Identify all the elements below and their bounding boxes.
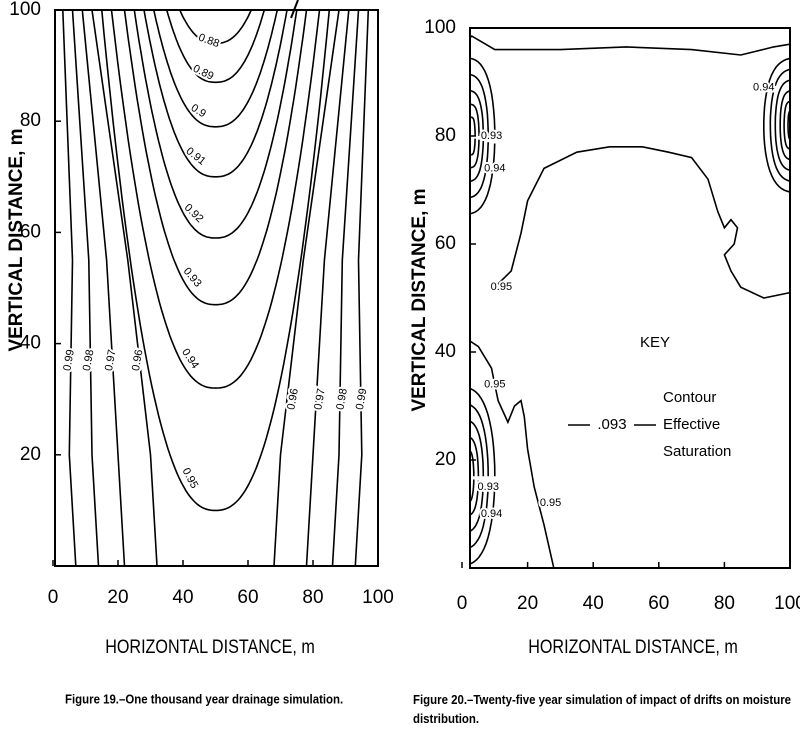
contour-line [273, 10, 340, 566]
contour-line [779, 90, 790, 161]
contour-line [133, 10, 298, 239]
y-axis-label: VERTICAL DISTANCE, m [6, 128, 27, 351]
y-tick-label: 40 [435, 341, 456, 362]
x-tick-label: 40 [172, 587, 193, 608]
contour-label: 0.97 [312, 388, 328, 411]
contour-line [179, 10, 253, 45]
contour-line [71, 10, 100, 566]
contour-label: 0.88 [197, 32, 221, 51]
caption: Figure 19.–One thousand year drainage si… [65, 692, 343, 707]
contour-line [91, 10, 158, 566]
contour-line [470, 387, 496, 565]
y-tick-label: 60 [435, 233, 456, 254]
y-tick-label: 80 [435, 125, 456, 146]
contour-label: 0.98 [81, 349, 97, 372]
contour-line [470, 103, 480, 169]
caption: Figure 20.–Twenty-five year simulation o… [413, 692, 792, 726]
contour-label: 0.99 [354, 388, 370, 411]
contour-line [470, 340, 555, 568]
contour-line [763, 57, 790, 193]
contour-label: 0.91 [184, 145, 208, 168]
contour-line [470, 449, 475, 503]
x-tick-label: 20 [107, 587, 128, 608]
contour-label: 0.95 [484, 378, 505, 390]
contour-line [143, 10, 288, 178]
contours [62, 10, 370, 566]
caption-box: Figure 20.–Twenty-five year simulation o… [413, 692, 792, 726]
contour-label: 0.9 [189, 102, 208, 120]
x-axis-label: HORIZONTAL DISTANCE, m [528, 636, 738, 658]
contour-label: 0.99 [61, 349, 77, 372]
contour-line [81, 10, 126, 566]
contour-line [470, 116, 476, 156]
key-example: .093 [597, 416, 626, 433]
y-axis-label: VERTICAL DISTANCE, m [409, 188, 430, 411]
contour-label: 0.96 [285, 388, 301, 411]
y-tick-label: 100 [424, 17, 456, 38]
contour-line [101, 10, 331, 512]
contour-line [331, 10, 360, 566]
contour-line [305, 10, 350, 566]
contour-label: 0.97 [103, 349, 119, 372]
x-tick-label: 0 [457, 593, 468, 614]
x-tick-label: 80 [714, 593, 735, 614]
y-tick-label: 100 [9, 0, 41, 20]
contour-line [470, 73, 489, 199]
contour-label: 0.92 [182, 202, 206, 226]
contour-label: 0.95 [180, 466, 201, 491]
contour-line [494, 146, 790, 299]
contour-line [166, 10, 266, 84]
x-tick-label: 100 [362, 587, 394, 608]
x-tick-label: 80 [302, 587, 323, 608]
contour-line [153, 10, 279, 128]
contour-label: 0.94 [484, 162, 505, 174]
contour-line [787, 110, 790, 141]
key-line-text: Saturation [663, 443, 731, 460]
x-tick-label: 60 [648, 593, 669, 614]
x-tick-label: 60 [237, 587, 258, 608]
key-line-text: Effective [663, 416, 720, 433]
contour-line [354, 10, 370, 566]
contour-label: 0.94 [481, 508, 502, 520]
contour-line [470, 420, 485, 533]
contour-label: 0.95 [540, 497, 561, 509]
contour-line [769, 68, 790, 182]
contour-line [110, 10, 321, 389]
contour-label: 0.98 [334, 388, 350, 411]
contour-line [470, 89, 485, 183]
x-tick-label: 20 [517, 593, 538, 614]
contour-label: 0.96 [130, 349, 146, 372]
contour-label: 0.95 [491, 281, 512, 293]
contour-label: 0.94 [179, 347, 201, 371]
y-tick-label: 20 [20, 444, 41, 465]
contour-line [470, 57, 496, 215]
contour-line [470, 463, 471, 490]
key-title: KEY [640, 334, 670, 351]
y-tick-label: 20 [435, 449, 456, 470]
contour-label: 0.94 [753, 81, 774, 93]
contour-line [470, 436, 480, 516]
contour-line [774, 79, 790, 171]
y-tick-label: 60 [20, 221, 41, 242]
contour-line [470, 404, 489, 549]
contour-line [62, 10, 77, 566]
x-axis-label: HORIZONTAL DISTANCE, m [105, 636, 315, 658]
x-tick-label: 40 [583, 593, 604, 614]
contour-line [783, 100, 790, 150]
contours [470, 35, 790, 568]
contour-label: 0.93 [481, 130, 502, 142]
plot-frame [469, 27, 791, 569]
contour-label: 0.93 [181, 265, 204, 289]
contour-label: 0.93 [478, 481, 499, 493]
x-tick-label: 0 [48, 587, 59, 608]
y-tick-label: 40 [20, 333, 41, 354]
contour-line [123, 10, 308, 306]
key-line-text: Contour [663, 389, 716, 406]
y-tick-label: 80 [20, 110, 41, 131]
plot-frame [54, 9, 379, 567]
contour-line [470, 35, 790, 56]
x-tick-label: 100 [774, 593, 800, 614]
